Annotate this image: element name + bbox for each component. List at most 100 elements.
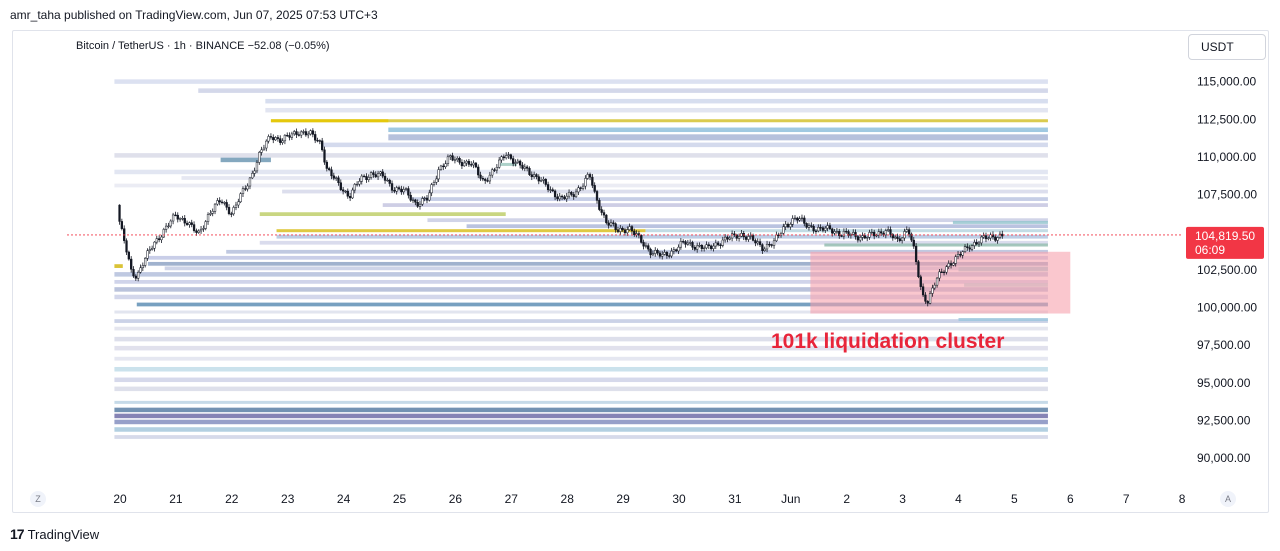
candle-body <box>800 217 804 220</box>
candle-body <box>477 166 480 176</box>
candle-body <box>793 217 797 220</box>
candle-body <box>586 174 589 179</box>
y-tick-label: 112,500.00 <box>1197 112 1256 126</box>
candle-body <box>390 183 394 191</box>
liquidity-band <box>114 169 1048 175</box>
candle-body <box>204 221 207 229</box>
auto-scale-right-button[interactable]: A <box>1220 491 1236 507</box>
candle-body <box>383 175 387 181</box>
liquidity-band <box>824 243 1048 247</box>
candle-body <box>840 235 843 237</box>
auto-scale-left-button[interactable]: Z <box>30 491 46 507</box>
liquidity-band <box>114 319 1048 323</box>
candle-body <box>425 197 429 201</box>
candle-body <box>768 243 771 246</box>
candle-body <box>260 149 263 153</box>
candle-body <box>127 251 131 260</box>
candle-body <box>330 169 333 177</box>
candle-body <box>141 265 144 269</box>
candle-body <box>435 178 438 183</box>
x-tick-label: 27 <box>505 492 519 506</box>
candle-body <box>223 202 226 204</box>
candle-body <box>970 245 974 250</box>
candle-body <box>269 136 273 138</box>
liquidity-band <box>282 189 1048 194</box>
candle-body <box>696 245 699 250</box>
liquidity-band <box>952 220 1048 224</box>
candle-body <box>723 236 727 241</box>
candle-body <box>437 169 440 180</box>
candle-body <box>761 244 764 251</box>
liquidity-band <box>164 266 1048 271</box>
candle-body <box>456 158 459 161</box>
x-tick-label: 31 <box>728 492 742 506</box>
candle-body <box>360 175 363 182</box>
candle-body <box>514 162 517 164</box>
candle-body <box>192 224 196 231</box>
liquidity-band <box>321 142 1048 148</box>
candle-body <box>714 242 717 247</box>
y-tick-label: 107,500.00 <box>1197 188 1257 202</box>
candle-body <box>351 189 354 199</box>
candle-body <box>805 223 808 228</box>
candle-body <box>402 189 405 193</box>
candle-body <box>854 232 857 237</box>
candle-body <box>614 223 617 231</box>
candle-body <box>782 226 785 234</box>
candle-body <box>195 230 198 233</box>
candle-body <box>835 231 839 233</box>
currency-button[interactable]: USDT <box>1188 34 1266 60</box>
x-tick-label: 3 <box>899 492 906 506</box>
candle-body <box>775 234 778 242</box>
candle-body <box>400 188 403 193</box>
liquidity-band <box>114 183 1048 188</box>
candle-body <box>500 156 503 161</box>
candle-body <box>651 253 655 256</box>
candle-body <box>421 198 424 205</box>
candle-body <box>877 231 880 236</box>
candle-body <box>491 169 494 176</box>
candle-body <box>144 258 147 266</box>
price-axis[interactable]: 115,000.00 112,500.00 110,000.00 107,500.00… <box>1197 75 1257 466</box>
candle-body <box>160 236 163 241</box>
candle-body <box>749 235 752 237</box>
x-tick-label: 6 <box>1067 492 1074 506</box>
candle-body <box>481 178 485 180</box>
candle-body <box>246 185 249 190</box>
candle-body <box>558 195 561 200</box>
candle-body <box>295 131 298 135</box>
candle-body <box>523 166 526 169</box>
candle-body <box>842 231 846 237</box>
candle-body <box>763 248 766 251</box>
candle-body <box>281 140 284 143</box>
candle-body <box>262 147 266 151</box>
candle-body <box>668 255 671 257</box>
x-tick-label: 8 <box>1179 492 1186 506</box>
liquidity-band <box>114 345 1048 351</box>
liquidity-band <box>114 79 1048 84</box>
candle-body <box>887 229 890 231</box>
candle-body <box>253 170 256 174</box>
liquidity-band <box>114 413 1048 419</box>
candle-body <box>556 196 559 200</box>
candle-body <box>942 271 946 274</box>
candle-body <box>682 241 685 243</box>
candle-body <box>423 197 426 200</box>
candle-body <box>379 171 382 174</box>
candle-body <box>535 174 538 177</box>
time-axis[interactable]: 20 21 22 23 24 25 26 27 28 29 30 31 Jun 2 3 4 5 6 7 8 <box>113 492 1185 506</box>
candle-body <box>926 301 929 304</box>
candle-body <box>947 263 950 267</box>
candle-body <box>770 244 773 246</box>
symbol-header[interactable]: Bitcoin / TetherUS · 1h · BINANCE −52.08… <box>76 40 330 52</box>
candle-body <box>255 162 259 172</box>
liquidity-band <box>136 302 1048 307</box>
candle-body <box>449 155 452 158</box>
candle-body <box>833 231 836 234</box>
candle-body <box>318 140 321 142</box>
tradingview-logo[interactable]: 17 TradingView <box>10 526 99 542</box>
tradingview-mark-icon: 17 <box>10 526 25 542</box>
candle-body <box>784 223 787 228</box>
candle-body <box>989 234 992 239</box>
